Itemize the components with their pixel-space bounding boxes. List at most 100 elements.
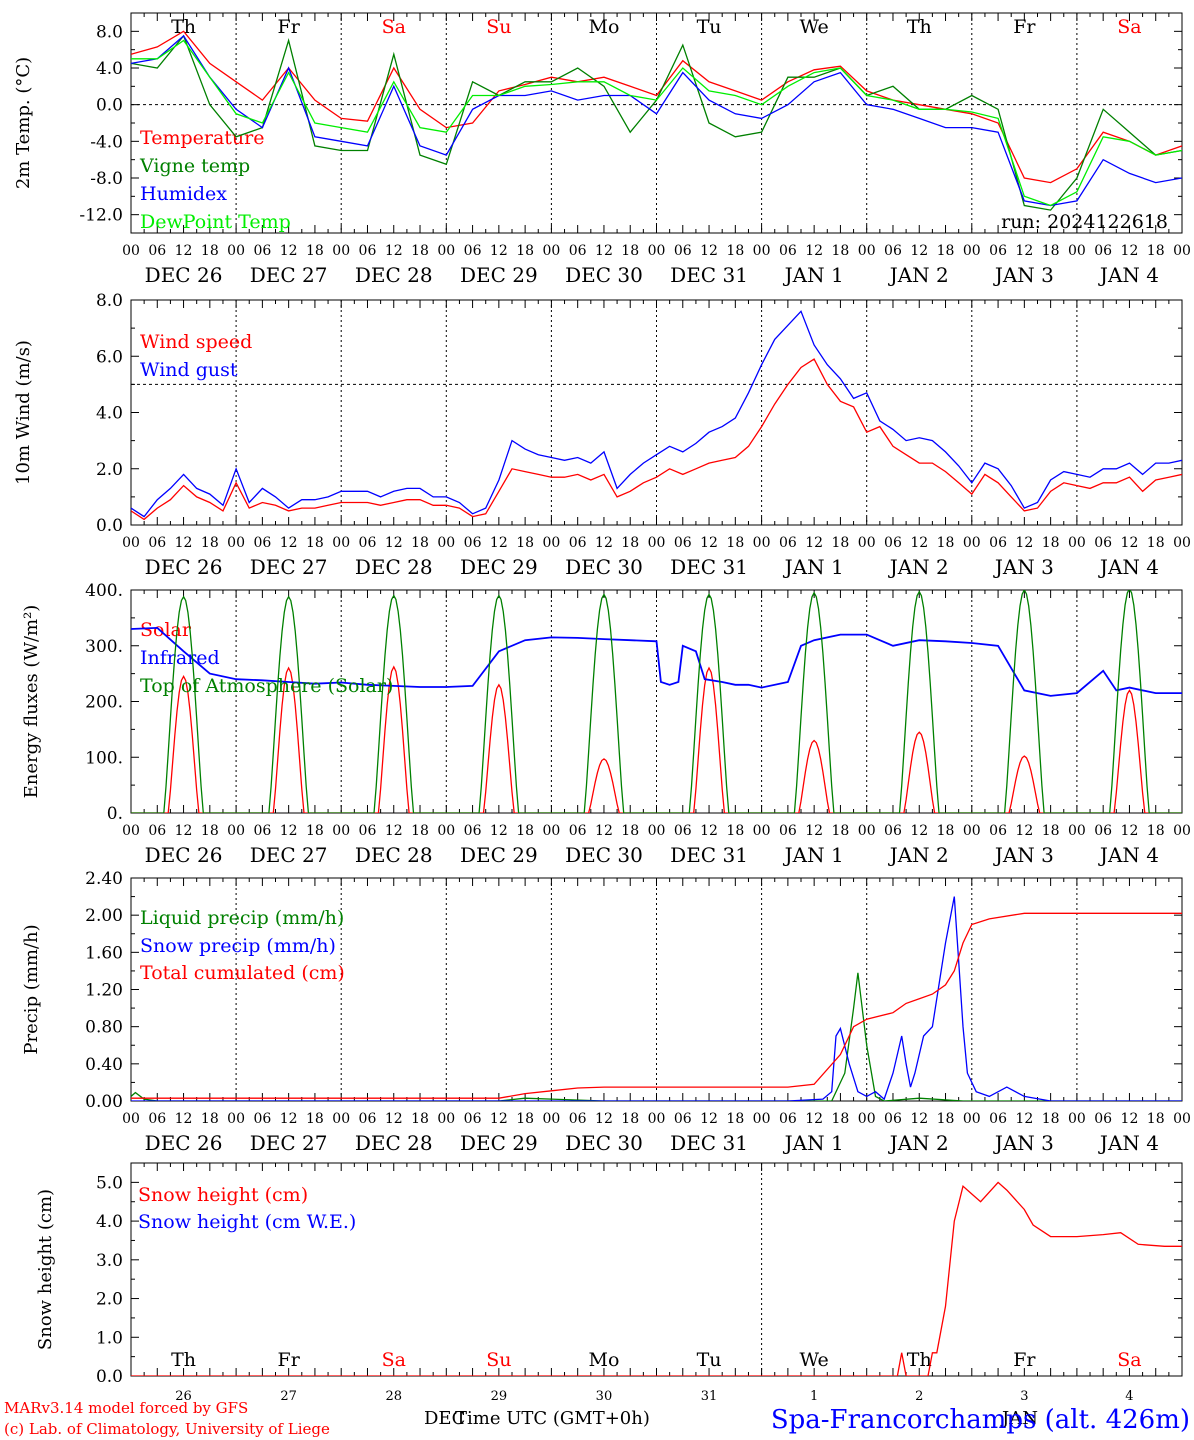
x-hour-label: 18 — [726, 1111, 744, 1127]
series-line-humidex — [131, 34, 1182, 207]
x-hour-label: 12 — [910, 1111, 928, 1127]
day-of-week-label: Th — [907, 1349, 932, 1371]
x-hour-label: 12 — [700, 535, 718, 551]
x-hour-label: 00 — [227, 823, 245, 839]
x-hour-label: 00 — [437, 1111, 455, 1127]
y-tick-label: -4.0 — [90, 132, 123, 152]
x-date-label: DEC 28 — [355, 1131, 433, 1155]
x-hour-label: 06 — [884, 823, 902, 839]
x-hour-label: 06 — [989, 535, 1007, 551]
y-tick-label: 2.0 — [96, 460, 123, 480]
day-of-week-label: Th — [171, 1349, 196, 1371]
x-hour-label: 18 — [201, 1111, 219, 1127]
x-date-label: DEC 30 — [565, 263, 643, 287]
x-hour-label: 18 — [1147, 823, 1165, 839]
x-hour-label: 00 — [1068, 823, 1086, 839]
x-hour-label: 06 — [464, 1111, 482, 1127]
x-hour-label: 18 — [1147, 1111, 1165, 1127]
x-hour-label: 00 — [648, 1111, 666, 1127]
x-hour-label: 00 — [648, 535, 666, 551]
y-tick-label: 0.0 — [96, 1367, 123, 1387]
x-hour-label: 00 — [963, 1111, 981, 1127]
x-hour-label: 00 — [437, 243, 455, 259]
x-hour-label: 12 — [175, 1111, 193, 1127]
x-hour-label: 18 — [1042, 535, 1060, 551]
run-label: run: 2024122618 — [1001, 211, 1168, 233]
x-hour-label: 18 — [201, 243, 219, 259]
x-hour-label: 12 — [385, 535, 403, 551]
day-of-week-label: We — [800, 1349, 829, 1371]
x-hour-label: 00 — [1068, 243, 1086, 259]
legend-entry: Top of Atmosphere (Solar) — [140, 675, 393, 697]
legend-entry: Total cumulated (cm) — [140, 962, 345, 984]
x-hour-label: 06 — [148, 243, 166, 259]
series-line-infrared — [131, 626, 1182, 697]
series-line-dewpoint-temp — [131, 39, 1182, 207]
x-date-label: DEC 27 — [250, 1131, 328, 1155]
legend-entry: Wind gust — [140, 359, 238, 381]
x-hour-label: 00 — [542, 1111, 560, 1127]
x-hour-label: 12 — [385, 1111, 403, 1127]
panel-snow: 0.0 1.0 2.0 3.0 4.0 5.0 Snow height (cm) Th 26 Fr… — [35, 1162, 1183, 1404]
x-date-label: DEC 29 — [460, 843, 538, 867]
x-hour-label: 12 — [805, 243, 823, 259]
panel-energy: 0. 100. 200. 300. 400. Energy fluxes (W/m²) 00… — [21, 581, 1191, 867]
x-hour-label: 06 — [779, 1111, 797, 1127]
legend-entry: Liquid precip (mm/h) — [140, 907, 344, 929]
x-hour-label: 06 — [253, 535, 271, 551]
x-hour-label: 06 — [674, 535, 692, 551]
x-hour-label: 12 — [595, 243, 613, 259]
series-line-liquid-precip-mm-h- — [131, 972, 1182, 1101]
y-tick-label: 4.0 — [96, 404, 123, 424]
x-date-label: DEC 31 — [670, 1131, 748, 1155]
x-date-label: DEC 30 — [565, 1131, 643, 1155]
x-hour-label: 00 — [753, 535, 771, 551]
y-tick-label: 0.40 — [85, 1055, 123, 1075]
x-hour-label: 06 — [779, 243, 797, 259]
x-hour-label: 06 — [148, 535, 166, 551]
x-hour-label: 18 — [1042, 1111, 1060, 1127]
x-date-label: JAN 2 — [888, 263, 949, 287]
x-hour-label: 06 — [884, 535, 902, 551]
x-hour-label: 18 — [411, 823, 429, 839]
x-hour-label: 18 — [516, 1111, 534, 1127]
x-hour-label: 00 — [437, 823, 455, 839]
x-hour-label: 12 — [280, 823, 298, 839]
day-number-label: 28 — [385, 1389, 402, 1404]
x-hour-label: 12 — [175, 535, 193, 551]
y-tick-label: 2.00 — [85, 906, 123, 926]
x-date-label: JAN 4 — [1098, 263, 1159, 287]
day-of-week-label: Mo — [588, 16, 619, 38]
series-line-snow-precip-mm-h- — [131, 896, 1182, 1101]
day-of-week-label: Fr — [278, 16, 301, 38]
x-hour-label: 12 — [805, 823, 823, 839]
x-hour-label: 00 — [227, 1111, 245, 1127]
x-hour-label: 00 — [542, 823, 560, 839]
x-hour-label: 18 — [516, 243, 534, 259]
x-hour-label: 12 — [910, 535, 928, 551]
x-hour-label: 00 — [1068, 535, 1086, 551]
x-hour-label: 00 — [122, 535, 140, 551]
x-hour-label: 00 — [332, 823, 350, 839]
day-of-week-label: Tu — [697, 1349, 722, 1371]
x-hour-label: 18 — [832, 535, 850, 551]
x-hour-label: 00 — [648, 823, 666, 839]
x-hour-label: 00 — [122, 1111, 140, 1127]
day-of-week-label: Th — [171, 16, 196, 38]
x-hour-label: 06 — [464, 535, 482, 551]
x-hour-label: 18 — [201, 823, 219, 839]
y-tick-label: 200. — [85, 693, 123, 713]
panel-precip: 0.00 0.40 0.80 1.20 1.60 2.00 2.40 Precip (mm/h… — [21, 869, 1191, 1155]
x-hour-label: 18 — [832, 1111, 850, 1127]
y-axis-label: Precip (mm/h) — [21, 924, 42, 1054]
y-tick-label: 0.00 — [85, 1092, 123, 1112]
x-hour-label: 06 — [779, 535, 797, 551]
y-tick-label: 6.0 — [96, 347, 123, 367]
x-hour-label: 12 — [1121, 1111, 1139, 1127]
x-hour-label: 18 — [937, 535, 955, 551]
day-of-week-label: Su — [486, 1349, 511, 1371]
x-hour-label: 18 — [306, 243, 324, 259]
y-tick-label: 0.0 — [96, 516, 123, 536]
day-of-week-label: Sa — [1117, 16, 1141, 38]
day-number-label: 27 — [280, 1389, 297, 1404]
